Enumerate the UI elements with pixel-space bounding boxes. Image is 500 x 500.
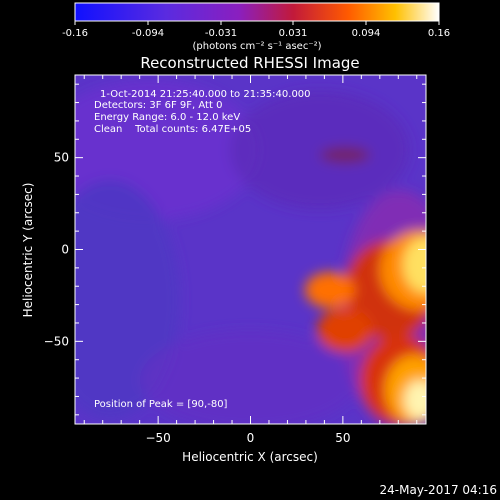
x-tick-label: 50: [335, 431, 350, 445]
x-tick-label: −50: [145, 431, 170, 445]
colorbar-tick-label: -0.16: [62, 28, 88, 39]
peak-position-label: Position of Peak = [90,-80]: [94, 399, 228, 410]
x-axis-label: Heliocentric X (arcsec): [182, 450, 318, 464]
y-tick-label: −50: [44, 334, 69, 348]
colorbar-unit-label: (photons cm⁻² s⁻¹ asec⁻²): [192, 41, 321, 52]
colorbar-tick-label: 0.031: [279, 28, 308, 39]
x-tick-label: 0: [247, 431, 255, 445]
heatmap-image: [75, 75, 426, 424]
info-energy-range: Energy Range: 6.0 - 12.0 keV: [94, 112, 240, 123]
info-detectors: Detectors: 3F 6F 9F, Att 0: [94, 100, 222, 111]
colorbar-tick-label: 0.16: [428, 28, 450, 39]
colorbar-ticks: [74, 21, 440, 25]
y-axis-label: Heliocentric Y (arcsec): [21, 183, 35, 318]
colorbar-tick-label: 0.094: [352, 28, 381, 39]
footer-timestamp: 24-May-2017 04:16: [380, 483, 497, 497]
colorbar-tick-label: -0.031: [205, 28, 237, 39]
axes: −50 0 50 50 0 −50: [44, 75, 426, 445]
info-time-range: 1-Oct-2014 21:25:40.000 to 21:35:40.000: [100, 89, 311, 100]
info-clean-counts: Clean Total counts: 6.47E+05: [94, 124, 251, 135]
colorbar-tick-label: -0.094: [132, 28, 164, 39]
y-tick-label: 50: [54, 151, 69, 165]
y-tick-label: 0: [61, 243, 69, 257]
colorbar: [74, 2, 440, 22]
chart-title: Reconstructed RHESSI Image: [140, 54, 359, 72]
